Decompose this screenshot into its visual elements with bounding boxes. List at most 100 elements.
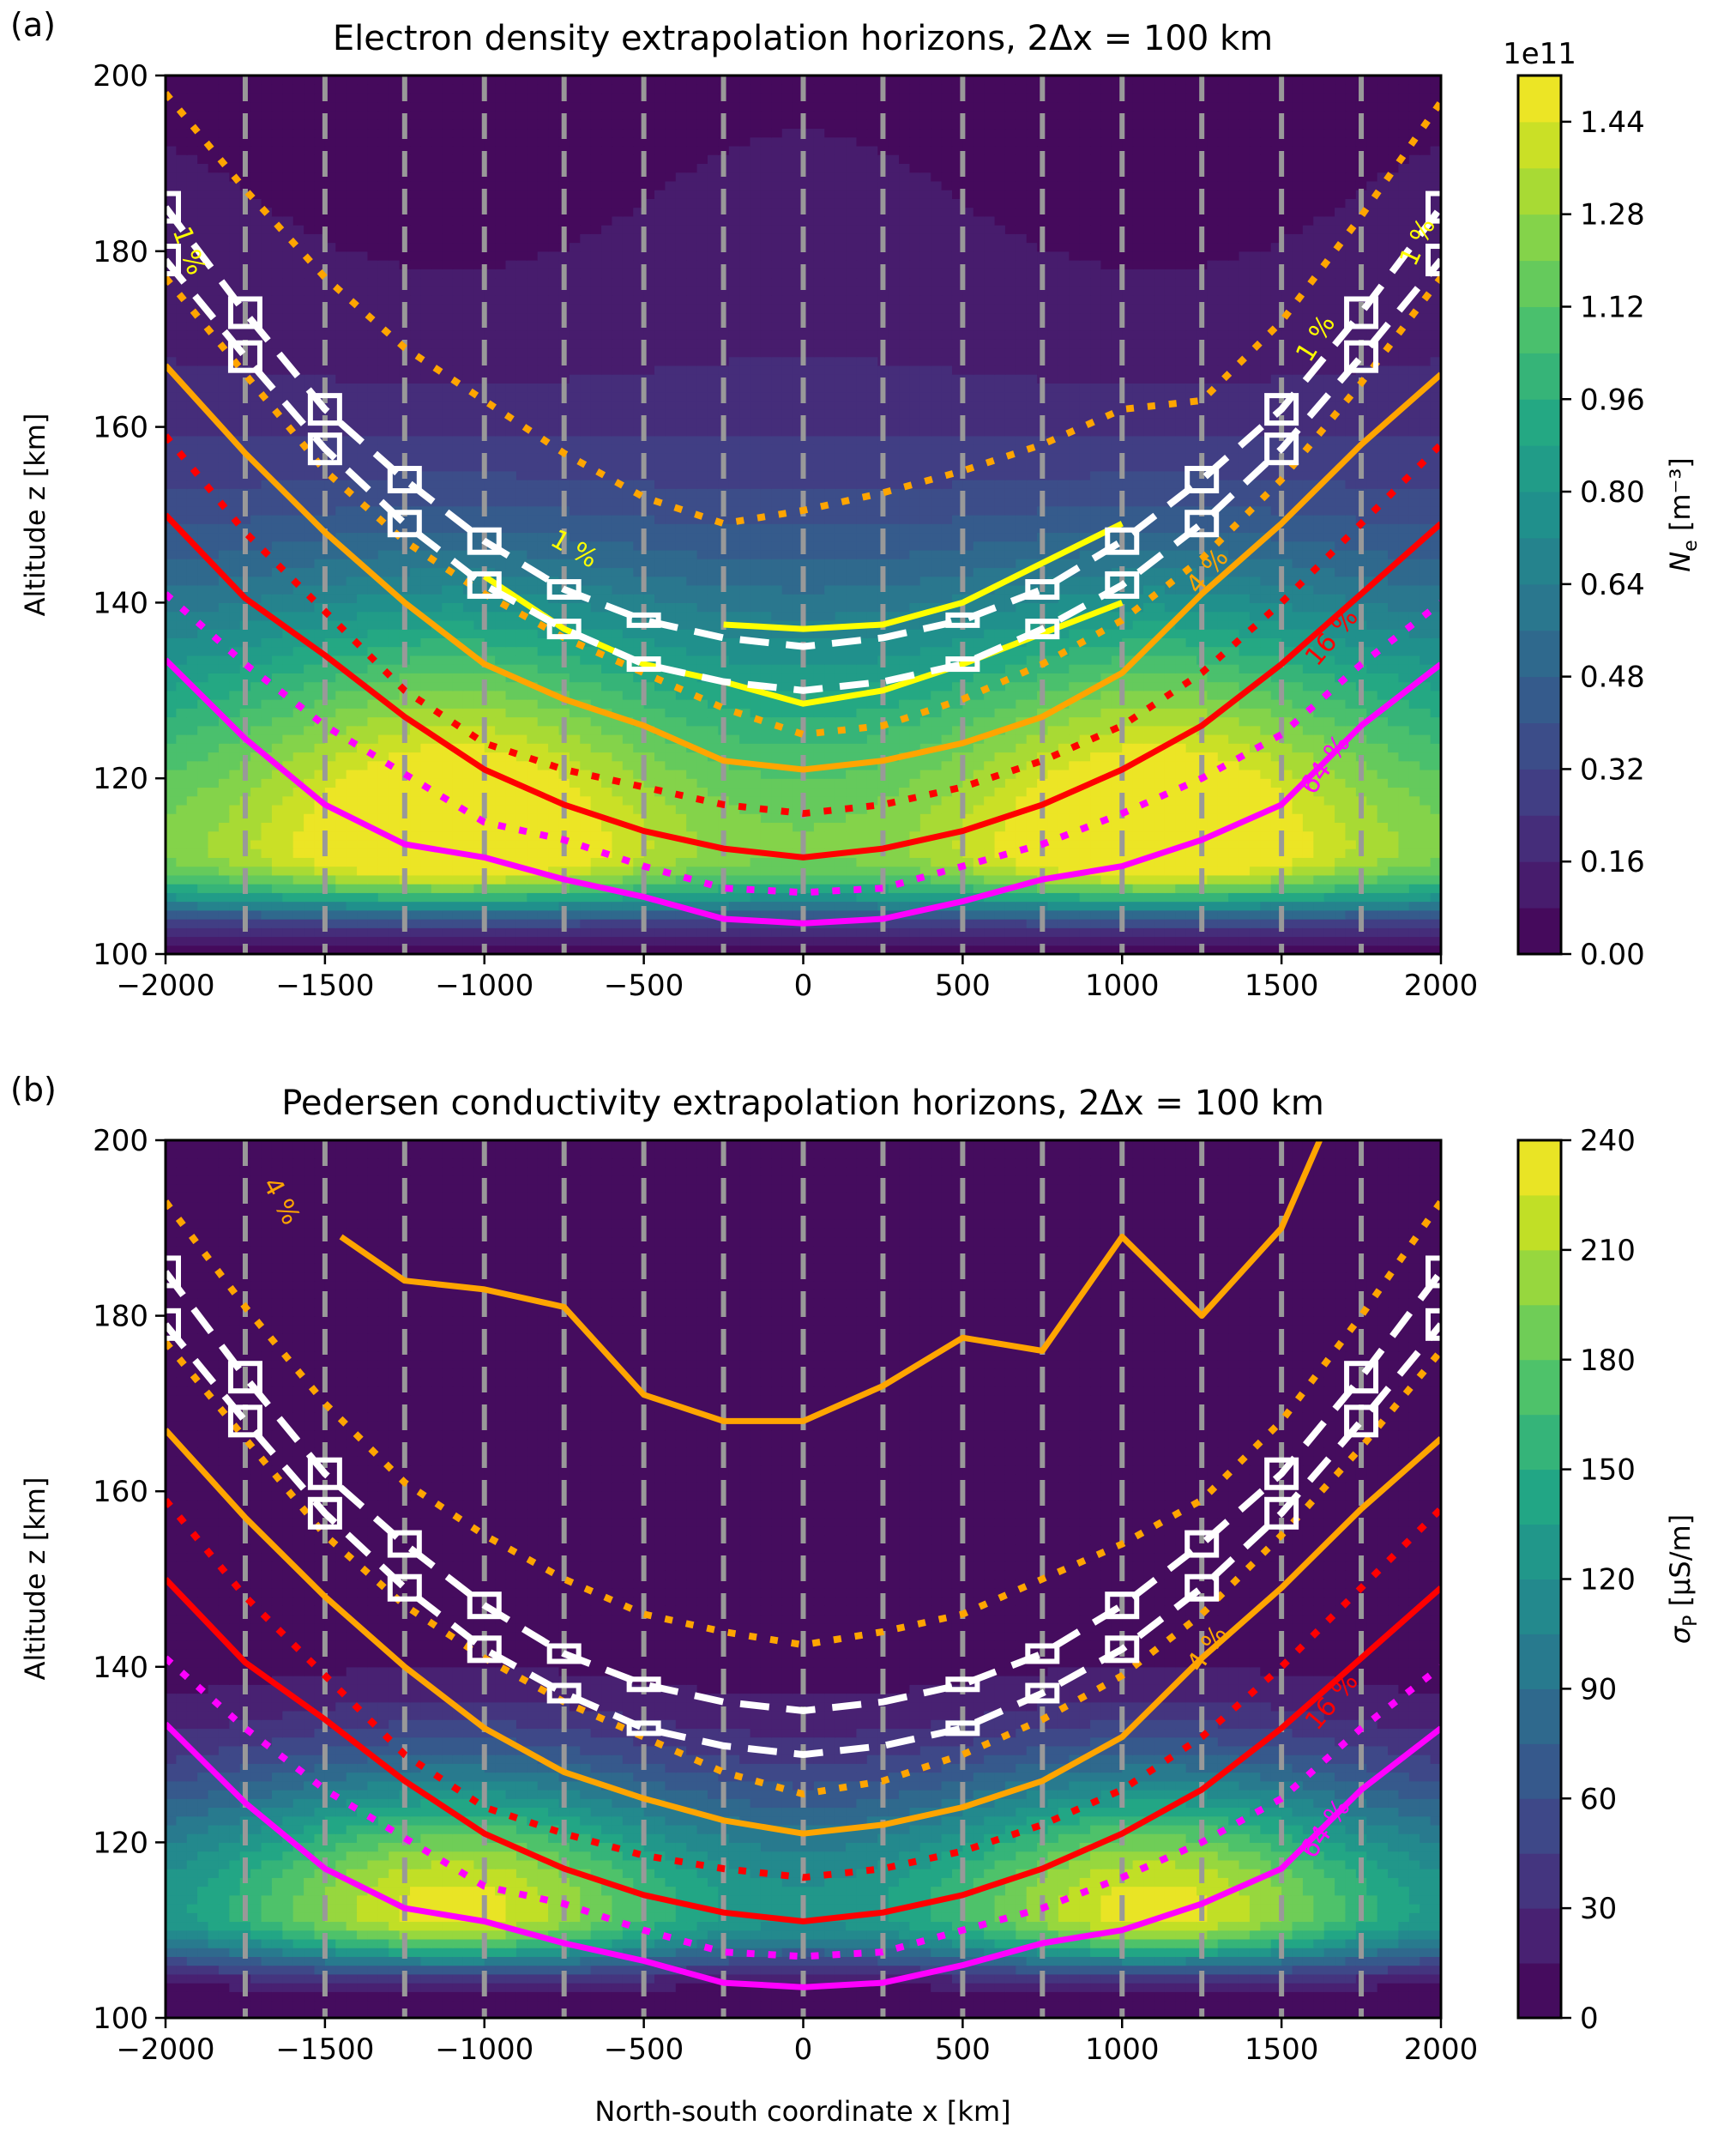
heatmap-cell	[1249, 734, 1261, 744]
heatmap-cell	[292, 708, 304, 718]
heatmap-cell	[1420, 681, 1432, 692]
heatmap-cell	[1004, 804, 1016, 814]
heatmap-cell	[314, 787, 326, 797]
heatmap-cell	[1302, 699, 1314, 709]
heatmap-cell	[1058, 769, 1070, 779]
heatmap-cell	[229, 681, 241, 692]
heatmap-cell	[569, 909, 581, 920]
heatmap-cell	[739, 646, 751, 656]
heatmap-cell	[1408, 787, 1420, 797]
heatmap-cell	[1345, 655, 1357, 665]
heatmap-cell	[1388, 874, 1400, 885]
heatmap-cell	[866, 804, 878, 814]
heatmap-cell	[377, 919, 389, 928]
heatmap-cell	[813, 769, 825, 779]
heatmap-cell	[931, 795, 943, 806]
heatmap-cell	[728, 884, 740, 893]
heatmap-cell	[781, 699, 793, 709]
heatmap-cell	[909, 725, 921, 735]
heatmap-cell	[1132, 866, 1144, 876]
heatmap-cell	[803, 716, 815, 727]
heatmap-cell	[1164, 655, 1176, 665]
heatmap-cell	[654, 884, 666, 893]
heatmap-cell	[1377, 866, 1389, 876]
heatmap-cell	[1302, 936, 1314, 946]
heatmap-cell	[537, 839, 549, 849]
heatmap-cell	[750, 892, 762, 903]
heatmap-cell	[452, 655, 464, 665]
heatmap-cell	[218, 752, 230, 762]
heatmap-cell	[622, 637, 634, 648]
heatmap-cell	[590, 892, 602, 903]
heatmap-cell	[1143, 769, 1155, 779]
heatmap-cell	[324, 945, 336, 954]
heatmap-cell	[1335, 787, 1347, 797]
heatmap-cell	[994, 602, 1006, 613]
heatmap-cell	[643, 839, 655, 849]
heatmap-cell	[1154, 884, 1166, 893]
heatmap-cell	[1420, 866, 1432, 876]
heatmap-cell	[750, 594, 762, 603]
heatmap-cell	[186, 919, 198, 928]
heatmap-cell	[346, 594, 358, 603]
heatmap-cell	[1154, 927, 1166, 938]
heatmap-cell	[760, 725, 772, 735]
heatmap-cell	[1143, 795, 1155, 806]
heatmap-cell	[1090, 752, 1102, 762]
heatmap-cell	[846, 708, 858, 718]
heatmap-cell	[1302, 822, 1314, 832]
heatmap-cell	[856, 874, 868, 885]
heatmap-cell	[292, 673, 304, 683]
heatmap-cell	[410, 708, 421, 718]
heatmap-cell	[1408, 849, 1420, 858]
heatmap-cell	[1122, 822, 1134, 832]
heatmap-cell	[505, 629, 517, 638]
heatmap-cell	[537, 945, 549, 954]
heatmap-cell	[1302, 830, 1314, 841]
heatmap-cell	[1420, 778, 1432, 788]
heatmap-cell	[994, 734, 1006, 744]
heatmap-cell	[442, 664, 454, 673]
heatmap-cell	[1016, 787, 1028, 797]
heatmap-cell	[1260, 690, 1272, 700]
heatmap-cell	[452, 866, 464, 876]
heatmap-cell	[495, 690, 507, 700]
heatmap-cell	[1132, 936, 1144, 946]
heatmap-cell	[824, 629, 836, 638]
heatmap-cell	[1408, 611, 1420, 621]
heatmap-cell	[1420, 884, 1432, 893]
heatmap-cell	[1313, 594, 1325, 603]
heatmap-cell	[346, 839, 358, 849]
heatmap-cell	[346, 830, 358, 841]
heatmap-cell	[218, 637, 230, 648]
heatmap-cell	[377, 857, 389, 867]
heatmap-cell	[527, 849, 539, 858]
heatmap-cell	[335, 637, 347, 648]
heatmap-cell	[314, 673, 326, 683]
heatmap-cell	[250, 919, 262, 928]
heatmap-cell	[877, 936, 889, 946]
heatmap-cell	[1377, 673, 1389, 683]
heatmap-cell	[675, 619, 687, 630]
heatmap-cell	[1408, 830, 1420, 841]
heatmap-cell	[1345, 830, 1357, 841]
heatmap-cell	[835, 830, 847, 841]
heatmap-cell	[166, 892, 177, 903]
heatmap-cell	[793, 664, 805, 673]
heatmap-cell	[899, 884, 911, 893]
heatmap-cell	[1143, 857, 1155, 867]
heatmap-cell	[919, 664, 931, 673]
heatmap-cell	[580, 708, 592, 718]
heatmap-cell	[1355, 892, 1367, 903]
heatmap-cell	[282, 629, 294, 638]
heatmap-cell	[218, 743, 230, 753]
heatmap-cell	[931, 725, 943, 735]
heatmap-cell	[1132, 646, 1144, 656]
heatmap-cell	[1079, 857, 1091, 867]
heatmap-cell	[1408, 708, 1420, 718]
heatmap-cell	[707, 716, 719, 727]
heatmap-cell	[1207, 778, 1219, 788]
heatmap-cell	[1090, 839, 1102, 849]
heatmap-cell	[1281, 760, 1293, 770]
heatmap-cell	[824, 743, 836, 753]
